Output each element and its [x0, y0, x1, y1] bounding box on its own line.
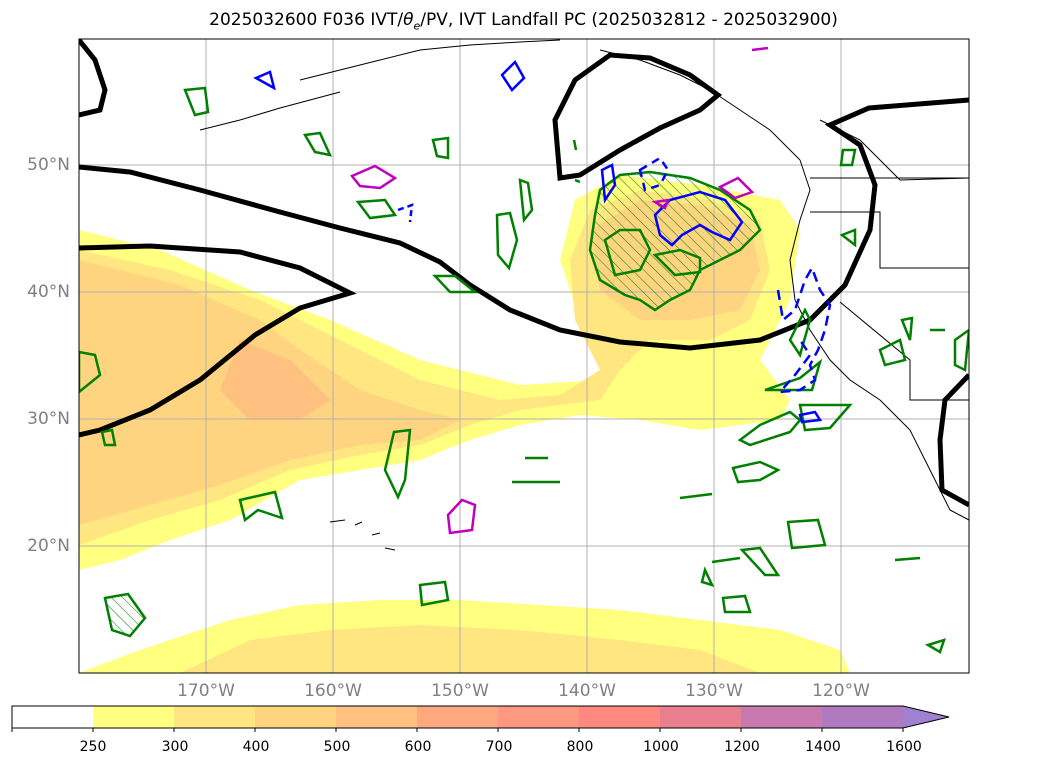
colorbar-label-700: 700	[485, 739, 513, 755]
lon-label-130w: 130°W	[685, 681, 743, 701]
blue-contours	[253, 59, 832, 424]
lon-label-150w: 150°W	[431, 681, 489, 701]
lat-label-40: 40°N	[27, 282, 70, 302]
map-title: 2025032600 F036 IVT/θe/PV, IVT Landfall …	[209, 10, 838, 33]
lon-label-120w: 120°W	[812, 681, 870, 701]
map-frame	[78, 38, 970, 674]
magenta-contours	[350, 46, 769, 535]
lat-label-20: 20°N	[27, 536, 70, 556]
colorbar-label-1000: 1000	[643, 739, 679, 755]
thick-black-contour	[79, 39, 969, 508]
colorbar-label-800: 800	[566, 739, 594, 755]
lat-label-50: 50°N	[27, 155, 70, 175]
coastlines	[199, 39, 969, 551]
colorbar-label-600: 600	[404, 739, 432, 755]
lat-label-30: 30°N	[27, 409, 70, 429]
lon-label-170w: 170°W	[177, 681, 235, 701]
colorbar-label-300: 300	[161, 739, 189, 755]
colorbar-label-1600: 1600	[886, 739, 922, 755]
colorbar-label-1400: 1400	[805, 739, 841, 755]
ivt-fill-500	[220, 340, 330, 420]
colorbar-label-250: 250	[79, 739, 107, 755]
colorbar-label-500: 500	[323, 739, 351, 755]
ivt-fill-bottom2	[180, 625, 760, 673]
lon-label-140w: 140°W	[558, 681, 616, 701]
colorbar-label-400: 400	[242, 739, 270, 755]
lon-label-160w: 160°W	[304, 681, 362, 701]
colorbar-label-1200: 1200	[724, 739, 760, 755]
